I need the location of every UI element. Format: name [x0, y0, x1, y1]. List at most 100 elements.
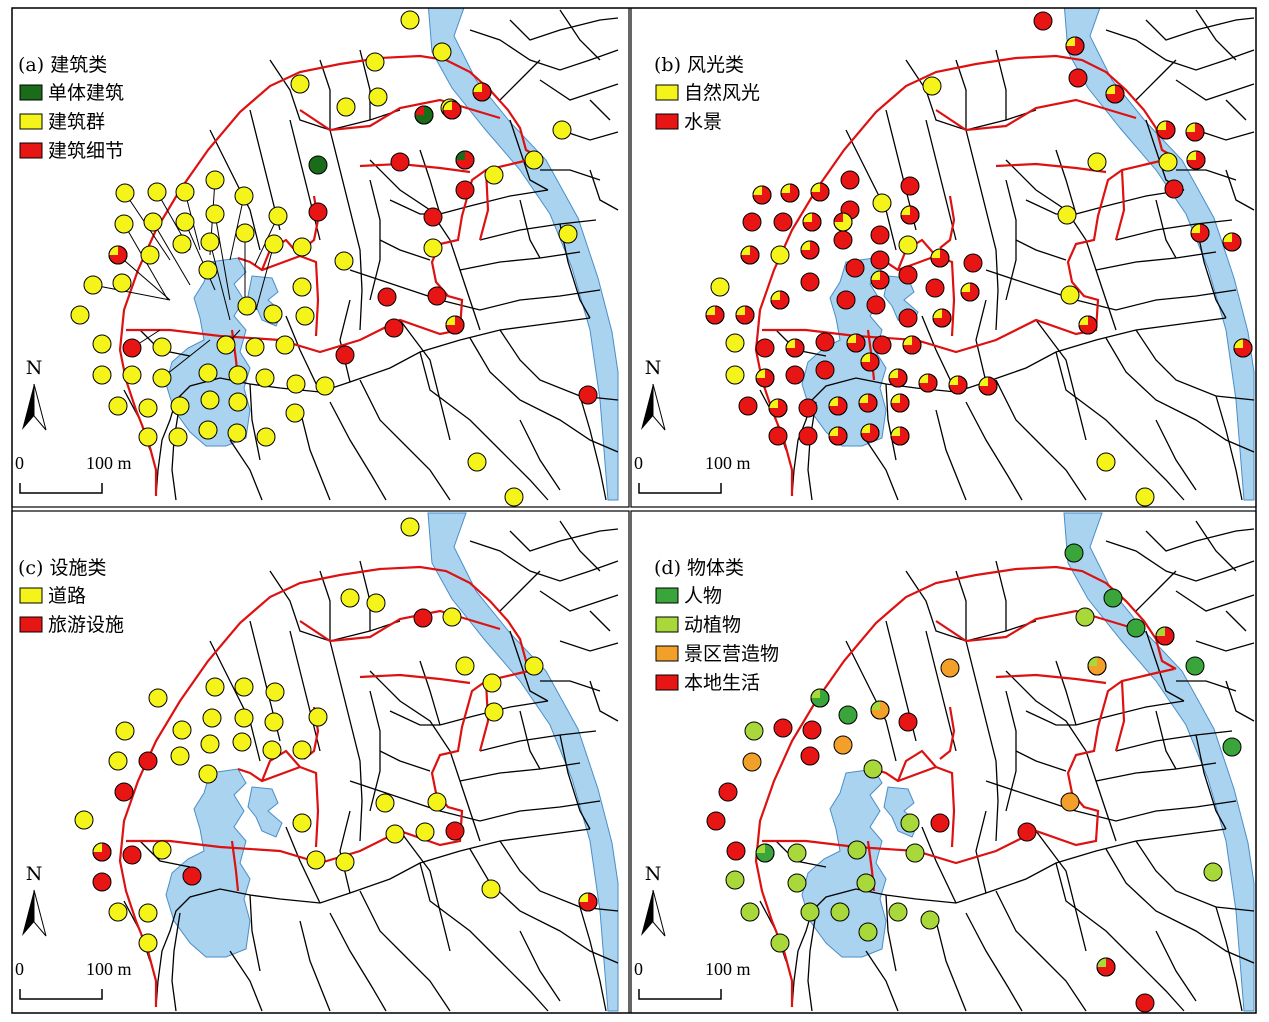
point-symbol[interactable] — [427, 286, 447, 306]
point-symbol[interactable] — [198, 363, 218, 383]
point-symbol[interactable] — [960, 282, 980, 302]
point-symbol[interactable] — [930, 248, 950, 268]
point-symbol[interactable] — [898, 265, 918, 285]
point-symbol[interactable] — [385, 824, 405, 844]
point-symbol[interactable] — [413, 608, 433, 628]
point-symbol[interactable] — [182, 866, 202, 886]
point-symbol[interactable] — [800, 746, 820, 766]
point-symbol[interactable] — [108, 245, 171, 301]
point-symbol[interactable] — [315, 376, 335, 396]
point-symbol[interactable] — [265, 682, 285, 702]
point-symbol[interactable] — [755, 368, 775, 388]
point-symbol[interactable] — [810, 688, 830, 708]
point-symbol[interactable] — [365, 52, 385, 72]
point-symbol[interactable] — [368, 87, 388, 107]
point-symbol[interactable] — [168, 427, 188, 447]
point-symbol[interactable] — [773, 212, 793, 232]
point-symbol[interactable] — [932, 308, 952, 328]
point-symbol[interactable] — [275, 335, 295, 355]
point-symbol[interactable] — [930, 813, 950, 833]
point-symbol[interactable] — [1158, 152, 1178, 172]
point-symbol[interactable] — [1096, 452, 1116, 472]
point-symbol[interactable] — [229, 186, 254, 261]
point-symbol[interactable] — [755, 843, 775, 863]
point-symbol[interactable] — [1105, 84, 1125, 104]
point-symbol[interactable] — [830, 902, 850, 922]
point-symbol[interactable] — [815, 332, 835, 352]
point-symbol[interactable] — [770, 933, 790, 953]
point-symbol[interactable] — [524, 656, 544, 676]
point-symbol[interactable] — [742, 752, 762, 772]
point-symbol[interactable] — [833, 212, 853, 232]
point-symbol[interactable] — [172, 234, 192, 254]
point-symbol[interactable] — [872, 193, 892, 213]
point-symbol[interactable] — [858, 922, 878, 942]
point-symbol[interactable] — [481, 879, 501, 899]
point-symbol[interactable] — [335, 345, 355, 365]
point-symbol[interactable] — [898, 235, 918, 255]
point-symbol[interactable] — [845, 258, 865, 278]
point-symbol[interactable] — [833, 735, 853, 755]
point-symbol[interactable] — [798, 398, 818, 418]
point-symbol[interactable] — [1065, 36, 1085, 56]
point-symbol[interactable] — [227, 423, 247, 443]
point-symbol[interactable] — [200, 232, 231, 321]
point-symbol[interactable] — [1185, 122, 1205, 142]
point-symbol[interactable] — [800, 902, 820, 922]
point-symbol[interactable] — [1075, 607, 1095, 627]
point-symbol[interactable] — [706, 811, 726, 831]
point-symbol[interactable] — [147, 182, 191, 251]
point-symbol[interactable] — [828, 426, 848, 446]
point-symbol[interactable] — [467, 452, 487, 472]
point-symbol[interactable] — [138, 398, 158, 418]
point-symbol[interactable] — [725, 365, 745, 385]
point-symbol[interactable] — [925, 278, 945, 298]
point-symbol[interactable] — [427, 792, 447, 812]
point-symbol[interactable] — [295, 306, 315, 326]
point-symbol[interactable] — [216, 329, 241, 355]
point-symbol[interactable] — [122, 365, 142, 385]
point-symbol[interactable] — [143, 212, 191, 286]
point-symbol[interactable] — [858, 393, 878, 413]
point-symbol[interactable] — [918, 373, 938, 393]
point-symbol[interactable] — [742, 212, 762, 232]
point-symbol[interactable] — [922, 76, 942, 96]
point-symbol[interactable] — [890, 393, 910, 413]
point-symbol[interactable] — [558, 224, 578, 244]
point-symbol[interactable] — [755, 338, 775, 358]
point-symbol[interactable] — [872, 335, 892, 355]
point-symbol[interactable] — [308, 202, 328, 222]
point-symbol[interactable] — [1135, 487, 1155, 507]
point-symbol[interactable] — [1233, 338, 1253, 358]
point-symbol[interactable] — [308, 155, 328, 175]
point-symbol[interactable] — [255, 368, 275, 388]
point-symbol[interactable] — [172, 720, 192, 740]
point-symbol[interactable] — [1126, 618, 1146, 638]
point-symbol[interactable] — [472, 82, 492, 102]
point-symbol[interactable] — [802, 212, 822, 232]
point-symbol[interactable] — [1222, 232, 1242, 252]
point-symbol[interactable] — [340, 588, 360, 608]
point-symbol[interactable] — [108, 751, 128, 771]
point-symbol[interactable] — [170, 746, 190, 766]
point-symbol[interactable] — [92, 842, 112, 862]
point-symbol[interactable] — [286, 374, 306, 394]
point-symbol[interactable] — [375, 793, 395, 813]
point-symbol[interactable] — [264, 712, 284, 732]
point-symbol[interactable] — [705, 305, 725, 325]
point-symbol[interactable] — [1033, 11, 1053, 31]
point-symbol[interactable] — [205, 677, 225, 697]
point-symbol[interactable] — [228, 392, 248, 412]
point-symbol[interactable] — [1222, 737, 1242, 757]
point-symbol[interactable] — [442, 607, 462, 627]
point-symbol[interactable] — [140, 245, 160, 265]
point-symbol[interactable] — [1190, 223, 1210, 243]
point-symbol[interactable] — [552, 120, 572, 140]
point-symbol[interactable] — [205, 204, 231, 301]
point-symbol[interactable] — [866, 295, 886, 315]
point-symbol[interactable] — [335, 852, 355, 872]
point-symbol[interactable] — [744, 721, 764, 741]
point-symbol[interactable] — [170, 396, 190, 416]
point-symbol[interactable] — [900, 176, 920, 196]
point-symbol[interactable] — [856, 873, 876, 893]
